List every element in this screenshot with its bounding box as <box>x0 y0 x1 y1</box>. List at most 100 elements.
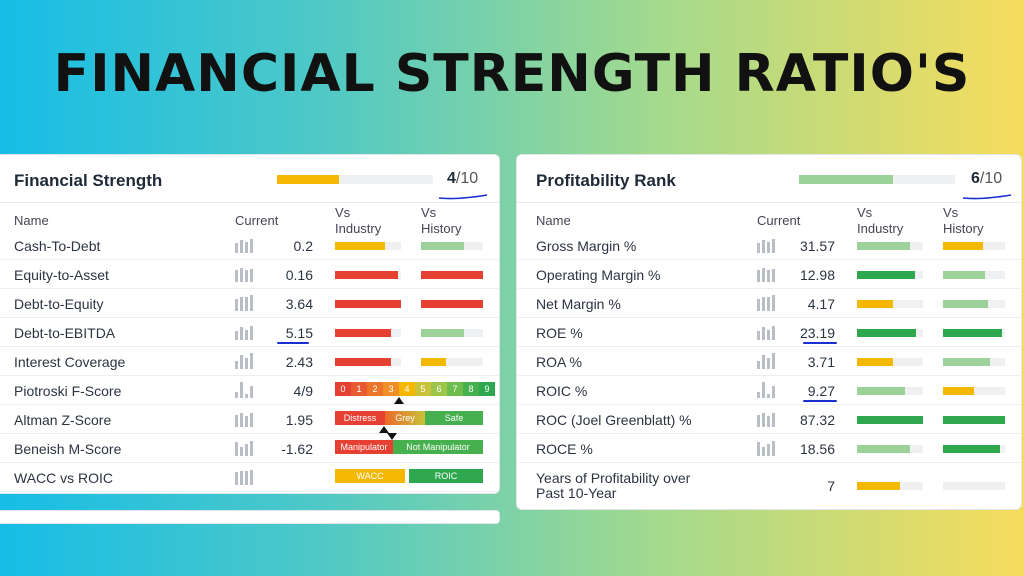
table-row: ROIC % 9.27 <box>517 376 1021 405</box>
sparkline-icon <box>757 411 779 427</box>
comparison-bar <box>857 445 923 453</box>
current-value: -1.62 <box>281 441 313 457</box>
table-row: Altman Z-Score 1.95 Distress Grey Safe <box>0 405 499 434</box>
fscore-digit: 2 <box>367 382 383 396</box>
comparison-bar <box>857 271 923 279</box>
comparison-bar-fill <box>335 329 392 337</box>
comparison-bar <box>943 242 1005 250</box>
sparkline-icon <box>757 440 779 456</box>
fscore-digit: 5 <box>415 382 431 396</box>
col-current: Current <box>757 213 801 228</box>
comparison-bar-fill <box>335 358 392 366</box>
pen-underline <box>277 342 309 344</box>
profitability-rank-panel: Profitability Rank 6/10 Name Current Vs I… <box>516 154 1022 510</box>
row-name-line2: Past 10-Year <box>536 485 617 501</box>
comparison-bar-fill <box>421 329 465 337</box>
comparison-bar <box>335 242 401 250</box>
beneish-scale: Manipulator Not Manipulator <box>335 440 483 454</box>
sparkline-icon <box>235 353 257 369</box>
table-row: ROE % 23.19 <box>517 318 1021 347</box>
comparison-bar <box>421 271 483 279</box>
comparison-bar-fill <box>857 416 923 424</box>
next-panel-edge <box>0 510 500 524</box>
table-row: Gross Margin % 31.57 <box>517 231 1021 260</box>
table-row: Net Margin % 4.17 <box>517 289 1021 318</box>
comparison-bar <box>857 329 923 337</box>
comparison-bar <box>943 300 1005 308</box>
fscore-digit: 3 <box>383 382 399 396</box>
comparison-bar-fill <box>857 329 917 337</box>
sparkline-icon <box>235 237 257 253</box>
wacc-roic-roic: ROIC <box>409 469 483 483</box>
score-bar-fill <box>277 175 340 184</box>
panel-header: Financial Strength 4/10 <box>0 155 499 203</box>
comparison-bar-fill <box>421 271 483 279</box>
col-vs-history: Vs History <box>421 205 462 236</box>
comparison-bar-fill <box>857 271 916 279</box>
comparison-bar-fill <box>857 445 910 453</box>
comparison-bar <box>335 329 401 337</box>
score-bar <box>799 175 955 184</box>
col-vs-industry: Vs Industry <box>335 205 382 236</box>
fscore-digit: 9 <box>479 382 495 396</box>
row-name: ROCE % <box>536 441 593 457</box>
col-vs-industry: Vs Industry <box>857 205 904 236</box>
row-name: Operating Margin % <box>536 267 661 283</box>
row-name: Beneish M-Score <box>14 441 122 457</box>
comparison-bar <box>943 445 1005 453</box>
comparison-bar-fill <box>943 329 1002 337</box>
financial-strength-panel: Financial Strength 4/10 Name Current Vs I… <box>0 154 500 494</box>
sparkline-icon <box>235 469 257 485</box>
comparison-bar-fill <box>335 300 401 308</box>
table-row: Beneish M-Score -1.62 Manipulator Not Manip… <box>0 433 499 463</box>
sparkline-icon <box>757 237 779 253</box>
current-value: 4.17 <box>807 296 835 312</box>
table-row: Piotroski F-Score 4/9 0 1 2 3 4 5 6 7 8 9 <box>0 376 499 405</box>
pen-underline <box>803 400 837 402</box>
comparison-bar <box>421 242 483 250</box>
comparison-bar <box>857 358 923 366</box>
row-name: ROE % <box>536 325 583 341</box>
comparison-bar <box>857 482 923 490</box>
comparison-bar-fill <box>857 482 900 490</box>
table-row: WACC vs ROIC WACC ROIC <box>0 463 499 492</box>
table-row: ROA % 3.71 <box>517 347 1021 376</box>
row-name: WACC vs ROIC <box>14 470 114 486</box>
pen-underline <box>803 342 837 344</box>
comparison-bar-fill <box>943 387 974 395</box>
sparkline-icon <box>235 295 257 311</box>
fscore-digit: 4 <box>399 382 415 396</box>
fscore-digit: 0 <box>335 382 351 396</box>
comparison-bar <box>857 242 923 250</box>
current-value: 0.2 <box>293 238 313 254</box>
comparison-bar <box>857 300 923 308</box>
comparison-bar-fill <box>943 300 988 308</box>
table-row: Debt-to-Equity 3.64 <box>0 289 499 318</box>
score-marker-icon <box>387 433 397 440</box>
table-row: Equity-to-Asset 0.16 <box>0 260 499 289</box>
altman-zone-safe: Safe <box>425 411 483 425</box>
row-name: Debt-to-Equity <box>14 296 104 312</box>
row-name: ROC (Joel Greenblatt) % <box>536 412 692 428</box>
altman-zone-distress: Distress <box>335 411 385 425</box>
comparison-bar <box>421 358 483 366</box>
comparison-bar-fill <box>335 271 398 279</box>
comparison-bar <box>943 387 1005 395</box>
score-value: 6/10 <box>971 170 1003 187</box>
sparkline-icon <box>235 382 257 398</box>
fscore-digit: 8 <box>463 382 479 396</box>
comparison-bar <box>335 358 401 366</box>
comparison-bar-fill <box>857 387 905 395</box>
comparison-bar <box>943 482 1005 490</box>
panel-header: Profitability Rank 6/10 <box>517 155 1021 203</box>
row-name: ROA % <box>536 354 582 370</box>
comparison-bar-fill <box>857 358 894 366</box>
comparison-bar <box>943 329 1005 337</box>
comparison-bar-fill <box>857 300 894 308</box>
row-name: Gross Margin % <box>536 238 637 254</box>
table-row: Interest Coverage 2.43 <box>0 347 499 376</box>
wacc-roic-wacc: WACC <box>335 469 405 483</box>
sparkline-icon <box>757 382 779 398</box>
comparison-bar <box>857 416 923 424</box>
